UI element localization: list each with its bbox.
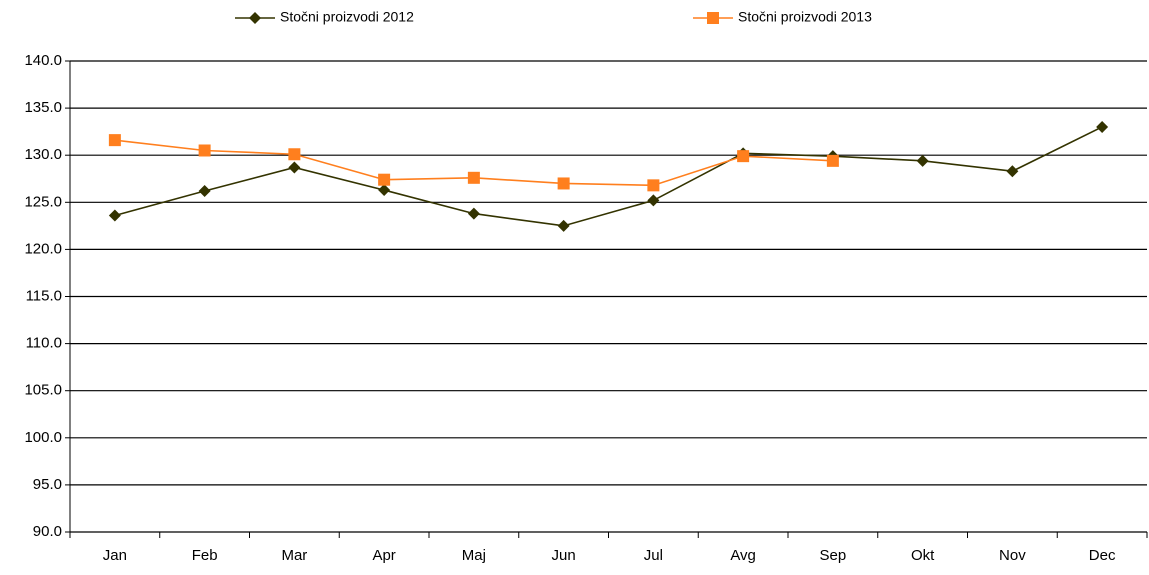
x-tick-label: Mar xyxy=(281,547,307,564)
data-point xyxy=(647,194,660,207)
x-tick-label: Okt xyxy=(911,547,935,564)
x-tick-label: Nov xyxy=(999,547,1026,564)
data-point xyxy=(378,184,391,197)
x-tick-label: Dec xyxy=(1089,547,1116,564)
y-tick-label: 140.0 xyxy=(24,52,62,69)
data-point xyxy=(826,154,839,167)
data-point xyxy=(647,179,660,192)
data-point xyxy=(467,171,480,184)
data-point xyxy=(557,177,570,190)
data-point xyxy=(198,184,211,197)
x-tick-label: Apr xyxy=(372,547,395,564)
series-line xyxy=(114,126,1103,227)
data-point xyxy=(108,209,121,222)
y-tick-label: 105.0 xyxy=(24,382,62,399)
x-tick-label: Avg xyxy=(730,547,756,564)
data-point xyxy=(288,161,301,174)
legend-marker xyxy=(249,12,261,24)
x-tick-label: Jul xyxy=(644,547,663,564)
data-point xyxy=(198,144,211,157)
legend-marker xyxy=(707,12,719,24)
data-point xyxy=(108,134,121,147)
data-point xyxy=(288,148,301,161)
legend-label: Stočni proizvodi 2012 xyxy=(280,9,414,25)
y-tick-label: 115.0 xyxy=(26,287,62,304)
y-tick-label: 100.0 xyxy=(24,429,62,446)
x-tick-label: Maj xyxy=(462,547,486,564)
x-tick-label: Sep xyxy=(820,547,847,564)
data-point xyxy=(1006,165,1019,178)
y-tick-label: 90.0 xyxy=(33,523,62,540)
y-tick-label: 120.0 xyxy=(24,240,62,257)
y-tick-label: 125.0 xyxy=(24,193,62,210)
data-point xyxy=(916,154,929,167)
y-tick-label: 130.0 xyxy=(24,146,62,163)
y-tick-label: 110.0 xyxy=(26,335,62,352)
data-point xyxy=(1096,120,1109,133)
data-point xyxy=(467,207,480,220)
y-tick-label: 135.0 xyxy=(24,99,62,116)
x-tick-label: Jan xyxy=(103,547,127,564)
legend-label: Stočni proizvodi 2013 xyxy=(738,9,872,25)
data-point xyxy=(378,173,391,186)
x-tick-label: Feb xyxy=(192,547,218,564)
data-point xyxy=(557,219,570,232)
data-point xyxy=(737,150,750,163)
x-tick-label: Jun xyxy=(552,547,576,564)
y-tick-label: 95.0 xyxy=(33,476,62,493)
